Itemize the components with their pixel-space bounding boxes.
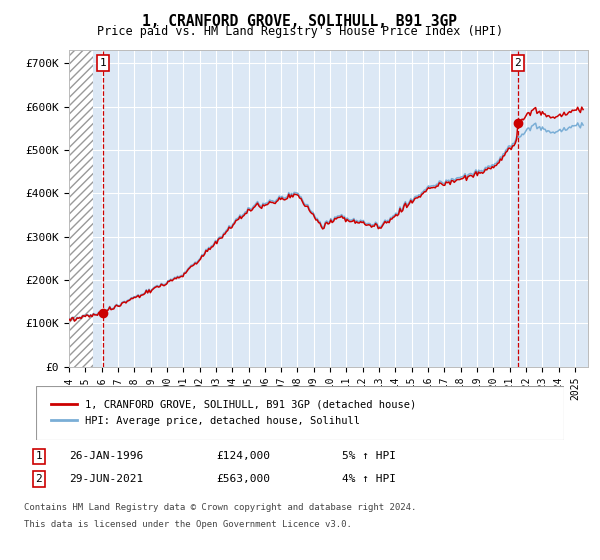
Text: Price paid vs. HM Land Registry's House Price Index (HPI): Price paid vs. HM Land Registry's House … [97, 25, 503, 38]
Text: This data is licensed under the Open Government Licence v3.0.: This data is licensed under the Open Gov… [24, 520, 352, 529]
Text: £124,000: £124,000 [216, 451, 270, 461]
Text: Contains HM Land Registry data © Crown copyright and database right 2024.: Contains HM Land Registry data © Crown c… [24, 503, 416, 512]
Text: 29-JUN-2021: 29-JUN-2021 [69, 474, 143, 484]
Bar [69, 50, 94, 367]
Text: 1: 1 [100, 58, 106, 68]
Text: 5% ↑ HPI: 5% ↑ HPI [342, 451, 396, 461]
Text: 2: 2 [514, 58, 521, 68]
Text: £563,000: £563,000 [216, 474, 270, 484]
Legend: 1, CRANFORD GROVE, SOLIHULL, B91 3GP (detached house), HPI: Average price, detac: 1, CRANFORD GROVE, SOLIHULL, B91 3GP (de… [46, 396, 421, 430]
Text: 26-JAN-1996: 26-JAN-1996 [69, 451, 143, 461]
Text: 4% ↑ HPI: 4% ↑ HPI [342, 474, 396, 484]
Text: 1, CRANFORD GROVE, SOLIHULL, B91 3GP: 1, CRANFORD GROVE, SOLIHULL, B91 3GP [143, 14, 458, 29]
Text: 1: 1 [35, 451, 43, 461]
Text: 2: 2 [35, 474, 43, 484]
